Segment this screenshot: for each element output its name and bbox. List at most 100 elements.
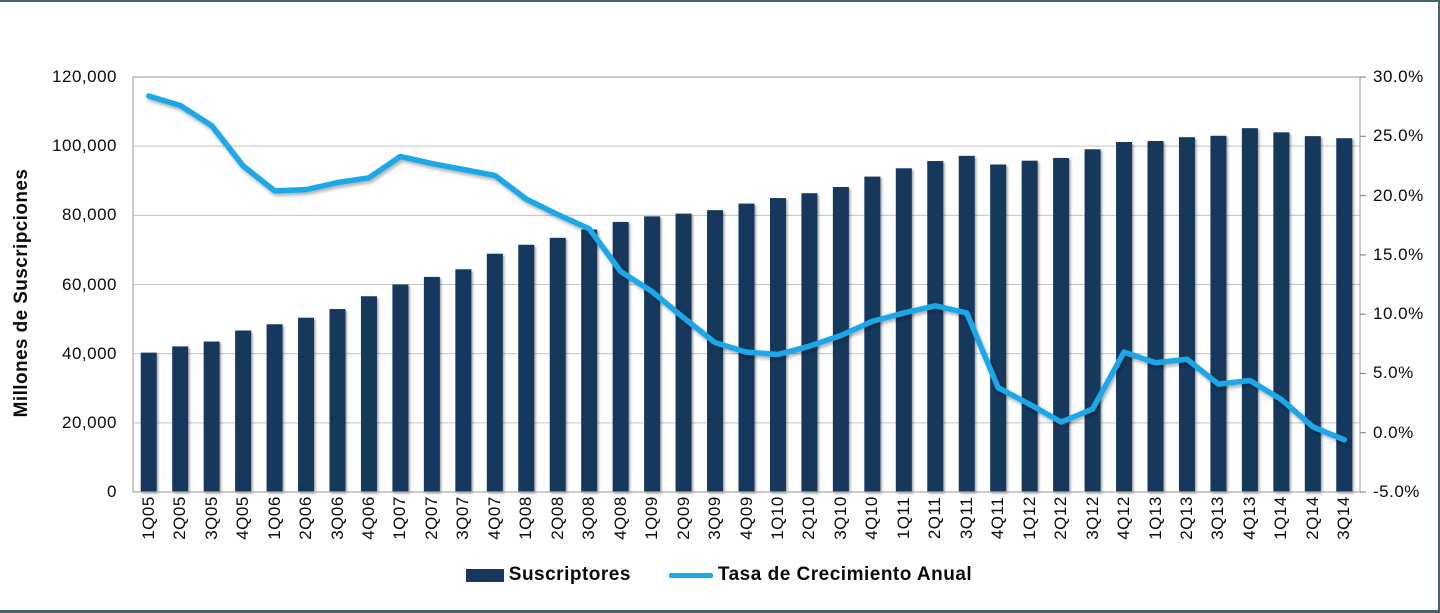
x-tick-label: 4Q09 [736,496,756,540]
bar-suscriptores [644,216,661,492]
bar-suscriptores [235,330,252,492]
y-right-tick-label: 30.0% [1373,67,1424,86]
y-right-tick-label: 10.0% [1373,304,1424,324]
y-left-tick-label: 100,000 [52,136,117,156]
x-tick-label: 1Q13 [1145,496,1165,540]
y-right-tick-label: -5.0% [1373,482,1420,501]
bar-suscriptores [455,269,472,492]
x-tick-label: 1Q09 [642,496,662,540]
bar-suscriptores [1336,138,1353,492]
bar-suscriptores [329,309,346,492]
bar-suscriptores [1084,149,1101,492]
bar-suscriptores [518,244,535,492]
bar-suscriptores [140,352,157,492]
x-tick-label: 4Q06 [358,496,378,540]
x-tick-label: 2Q10 [799,496,819,540]
bar-series-swatch [465,568,504,582]
bar-suscriptores [738,203,755,492]
bar-suscriptores [1021,160,1038,492]
y-right-tick-label: 0.0% [1373,422,1414,442]
y-left-tick-label: 120,000 [52,67,117,86]
bar-suscriptores [1053,157,1070,493]
bar-suscriptores [581,229,598,492]
line-series-swatch [668,572,713,578]
bar-suscriptores [172,346,189,492]
bar-suscriptores [990,164,1007,492]
bar-suscriptores [769,198,786,493]
y-right-tick-label: 20.0% [1373,185,1424,205]
bar-suscriptores [203,341,220,492]
x-tick-label: 3Q05 [201,496,221,540]
bar-suscriptores [298,317,315,492]
y-left-tick-label: 60,000 [62,274,117,294]
x-tick-label: 2Q13 [1176,496,1196,540]
x-tick-label: 2Q09 [673,496,693,540]
x-tick-label: 2Q14 [1302,496,1322,540]
bar-suscriptores [392,284,409,492]
x-tick-label: 2Q07 [421,496,441,540]
growth-line [145,93,1348,443]
bar-suscriptores [423,276,440,492]
bar-suscriptores [1304,136,1321,492]
x-tick-label: 1Q14 [1271,496,1291,540]
bar-suscriptores [675,213,692,492]
bar-suscriptores [832,186,849,493]
x-tick-label: 1Q05 [138,496,158,540]
x-tick-label: 3Q12 [1082,496,1102,540]
bar-suscriptores [801,193,818,492]
legend-label-tasa-crecimiento: Tasa de Crecimiento Anual [717,564,973,585]
bar-suscriptores [895,168,912,493]
x-tick-label: 3Q06 [327,496,347,540]
x-tick-label: 4Q12 [1114,496,1134,540]
bar-suscriptores [1210,135,1227,493]
bar-suscriptores [958,155,975,492]
x-tick-label: 1Q12 [1019,496,1039,540]
bar-suscriptores [1116,142,1133,492]
legend-item-tasa-crecimiento: Tasa de Crecimiento Anual [668,564,973,586]
bar-suscriptores [612,221,629,492]
x-tick-label: 3Q11 [956,496,976,540]
legend: Suscriptores Tasa de Crecimiento Anual [0,560,1438,590]
x-tick-label: 4Q05 [233,496,253,540]
bar-suscriptores [486,253,503,492]
x-tick-label: 1Q11 [893,496,913,540]
legend-label-suscriptores: Suscriptores [508,564,631,585]
x-tick-label: 4Q10 [862,496,882,540]
plot-border [132,76,1361,493]
x-tick-label: 3Q09 [705,496,725,540]
x-tick-label: 2Q08 [547,496,567,540]
x-tick-label: 4Q13 [1239,496,1259,540]
x-tick-label: 2Q05 [170,496,190,540]
y-left-tick-label: 0 [107,482,117,501]
x-tick-label: 1Q07 [390,496,410,540]
x-tick-label: 1Q08 [516,496,536,540]
bar-suscriptores [927,161,944,493]
bar-suscriptores [1178,137,1195,492]
y-left-tick-label: 40,000 [62,343,117,363]
x-tick-label: 3Q07 [453,496,473,540]
x-tick-label: 4Q11 [988,496,1008,540]
x-tick-label: 3Q14 [1334,496,1354,540]
bar-suscriptores [1241,128,1258,492]
bar-suscriptores [549,237,566,492]
y-right-tick-label: 5.0% [1373,363,1414,383]
y-left-tick-label: 80,000 [62,205,117,225]
x-tick-label: 1Q10 [767,496,787,540]
x-tick-label: 3Q08 [579,496,599,540]
x-tick-label: 1Q06 [264,496,284,540]
bar-suscriptores [266,324,283,492]
bar-suscriptores [360,296,377,492]
x-tick-label: 4Q07 [484,496,504,540]
bar-suscriptores [1273,132,1290,492]
x-tick-label: 3Q13 [1208,496,1228,540]
x-tick-label: 3Q10 [830,496,850,540]
bar-suscriptores [1147,140,1164,493]
y-right-tick-label: 25.0% [1373,126,1424,146]
legend-item-suscriptores: Suscriptores [465,564,631,586]
bar-suscriptores [864,176,881,492]
bar-suscriptores [707,210,724,492]
x-tick-label: 2Q11 [925,496,945,540]
bar-series [140,128,1353,493]
